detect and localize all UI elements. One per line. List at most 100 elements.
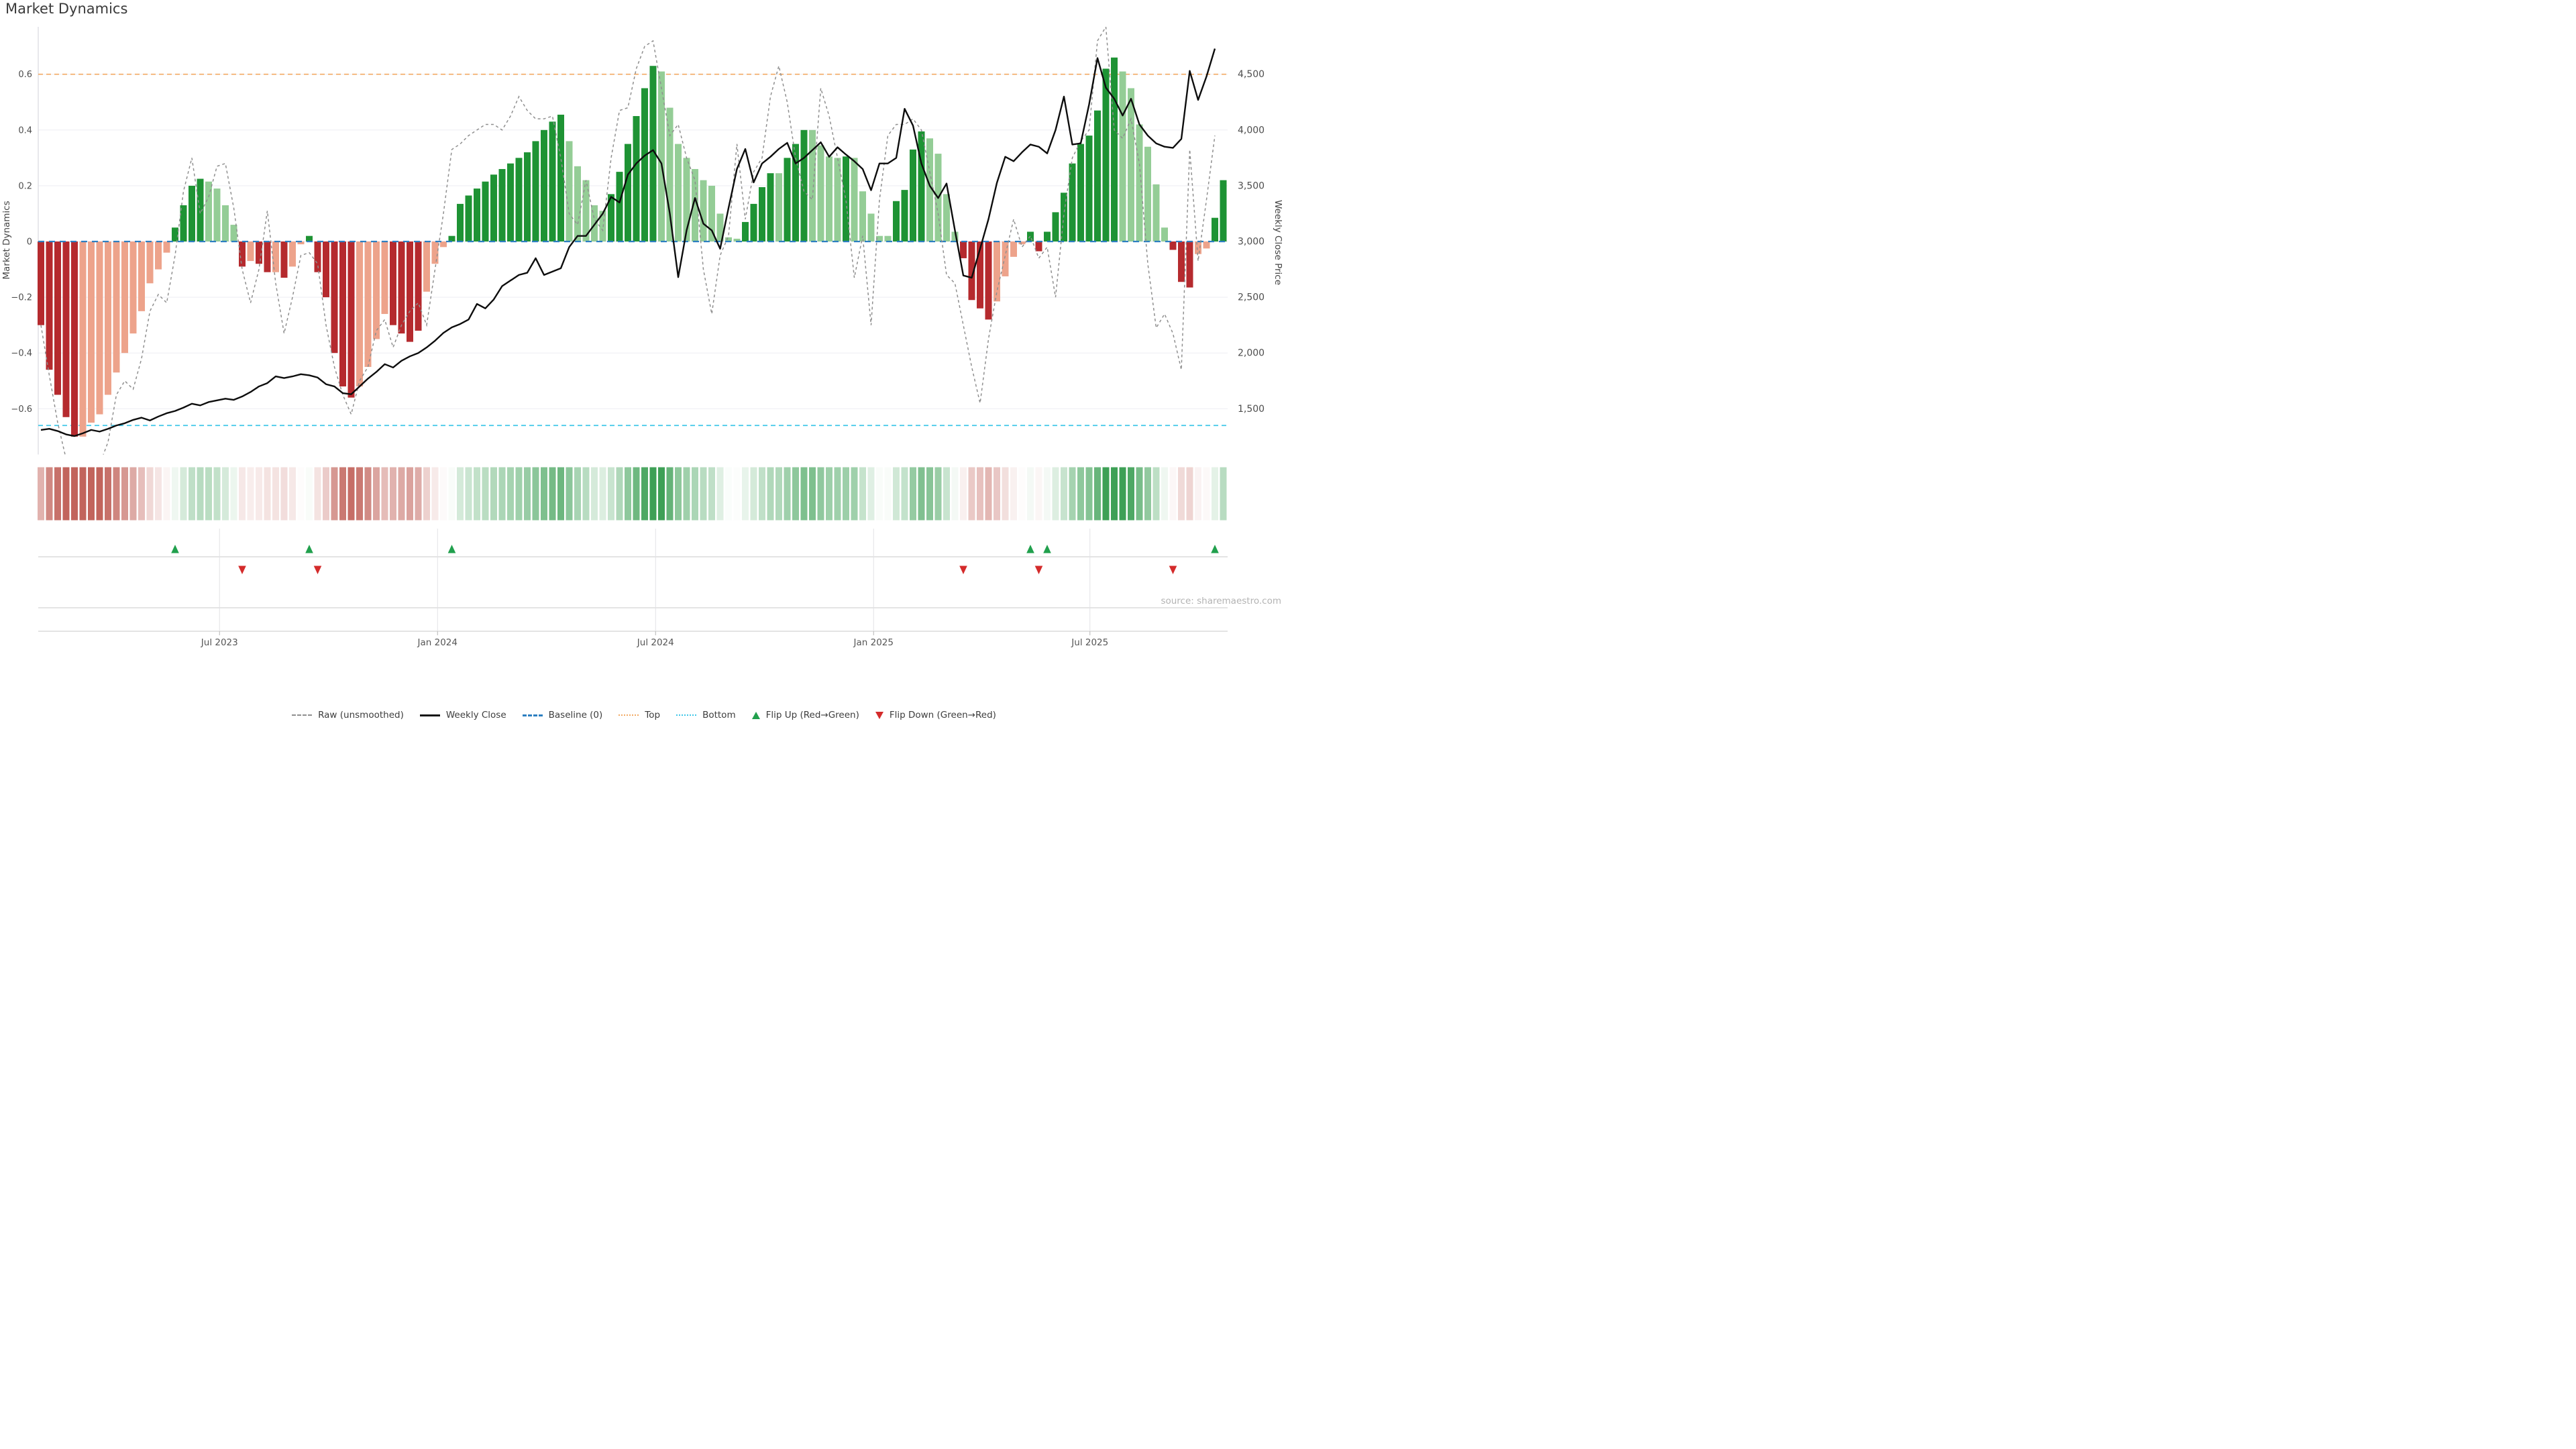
dynamics-bar bbox=[675, 144, 682, 241]
heatmap-cell bbox=[1044, 467, 1051, 521]
heatmap-cell bbox=[222, 467, 229, 521]
heatmap-cell bbox=[876, 467, 883, 521]
heatmap-cell bbox=[272, 467, 279, 521]
raw-series-line bbox=[40, 27, 1216, 455]
dynamics-bar bbox=[1195, 241, 1201, 254]
dynamics-bar bbox=[1044, 231, 1051, 241]
flip-up-marker bbox=[1043, 545, 1051, 553]
dynamics-bar bbox=[398, 241, 405, 334]
dynamics-bar bbox=[700, 180, 707, 241]
heatmap-cell bbox=[599, 467, 606, 521]
dynamics-bar bbox=[1119, 71, 1126, 241]
heatmap-cell bbox=[88, 467, 95, 521]
dynamics-bar bbox=[985, 241, 992, 320]
dynamics-bar bbox=[280, 241, 288, 278]
heatmap-cell bbox=[1069, 467, 1076, 521]
right-axis-tick-label: 4,000 bbox=[1238, 125, 1265, 136]
dynamics-bar bbox=[750, 203, 757, 241]
heatmap-cell bbox=[373, 467, 380, 521]
dynamics-bar bbox=[851, 158, 858, 241]
flip-up-marker bbox=[447, 545, 456, 553]
heatmap-cell bbox=[457, 467, 464, 521]
flip-down-marker bbox=[1034, 566, 1043, 574]
dynamics-bar bbox=[213, 189, 221, 241]
dynamics-bar bbox=[775, 173, 782, 241]
dynamics-bar bbox=[314, 241, 321, 272]
heatmap-cell bbox=[364, 467, 372, 521]
dynamics-bar bbox=[725, 237, 732, 241]
heatmap-cell bbox=[666, 467, 674, 521]
heatmap-cell bbox=[189, 467, 195, 521]
dynamics-bar bbox=[96, 241, 103, 415]
dynamics-bar bbox=[415, 241, 422, 331]
dynamics-bar bbox=[1002, 241, 1009, 276]
dynamics-bar bbox=[557, 114, 564, 241]
heatmap-cell bbox=[172, 467, 178, 521]
dynamics-bar bbox=[591, 205, 598, 241]
dynamics-bar bbox=[347, 241, 355, 398]
dynamics-bar bbox=[1085, 136, 1093, 241]
heatmap-cell bbox=[1085, 467, 1093, 521]
heatmap-cell bbox=[859, 467, 866, 521]
dynamics-bar bbox=[759, 186, 765, 241]
dynamics-bar bbox=[893, 201, 900, 241]
dynamics-bar bbox=[515, 158, 523, 241]
heatmap-cell bbox=[465, 467, 472, 521]
dynamics-bar bbox=[1186, 241, 1193, 288]
heatmap-cell bbox=[507, 467, 514, 521]
heatmap-cell bbox=[38, 467, 44, 521]
heatmap-cell bbox=[314, 467, 321, 521]
dynamics-bar bbox=[834, 158, 841, 241]
heatmap-cell bbox=[213, 467, 221, 521]
heatmap-cell bbox=[566, 467, 573, 521]
page-title: Market Dynamics bbox=[5, 1, 128, 17]
heatmap-cell bbox=[113, 467, 120, 521]
heatmap-cell bbox=[910, 467, 916, 521]
dynamics-bar bbox=[884, 235, 892, 241]
heatmap-cell bbox=[557, 467, 564, 521]
legend-label: Bottom bbox=[702, 710, 736, 720]
dynamics-bar bbox=[994, 241, 1000, 302]
dynamics-bar bbox=[297, 241, 305, 245]
heatmap-cell bbox=[105, 467, 111, 521]
green-up-triangle-icon bbox=[751, 711, 760, 719]
heatmap-cell bbox=[800, 467, 808, 521]
orange-dotted-line-icon bbox=[619, 714, 639, 716]
dynamics-bar bbox=[71, 241, 78, 437]
heatmap-cell bbox=[1077, 467, 1084, 521]
dynamics-bar bbox=[566, 141, 573, 241]
heatmap-cell bbox=[759, 467, 765, 521]
heatmap-cell bbox=[784, 467, 791, 521]
dynamics-bar bbox=[138, 241, 145, 311]
heatmap-cell bbox=[591, 467, 598, 521]
heatmap-cell bbox=[129, 467, 137, 521]
dynamics-bar bbox=[457, 203, 464, 241]
legend-item-weekly-close: Weekly Close bbox=[419, 710, 506, 720]
heatmap-cell bbox=[708, 467, 715, 521]
dynamics-bar bbox=[733, 238, 741, 241]
dynamics-bar bbox=[633, 116, 640, 241]
dynamics-bar bbox=[155, 241, 162, 270]
dynamics-bar bbox=[482, 181, 489, 241]
dynamics-bar bbox=[1069, 163, 1076, 241]
dynamics-bar bbox=[197, 178, 204, 241]
x-axis-tick-label: Jul 2024 bbox=[637, 637, 674, 648]
heatmap-cell bbox=[381, 467, 388, 521]
heatmap-cell bbox=[347, 467, 355, 521]
dynamics-bar bbox=[1111, 57, 1118, 242]
dynamics-bar bbox=[1052, 212, 1059, 241]
heatmap-cell bbox=[700, 467, 707, 521]
heatmap-cell bbox=[524, 467, 531, 521]
dynamics-bar bbox=[239, 241, 246, 267]
legend: Raw (unsmoothed) Weekly Close Baseline (… bbox=[0, 710, 1288, 720]
flip-up-marker bbox=[1211, 545, 1219, 553]
dynamics-bar bbox=[46, 241, 53, 370]
heatmap-cell bbox=[407, 467, 413, 521]
dynamics-bar bbox=[465, 195, 472, 241]
dynamics-bar bbox=[683, 158, 690, 241]
heatmap-cell bbox=[549, 467, 556, 521]
dynamics-bar bbox=[113, 241, 120, 373]
heatmap-cell bbox=[1212, 467, 1218, 521]
heatmap-cell bbox=[289, 467, 296, 521]
heatmap-cell bbox=[834, 467, 841, 521]
